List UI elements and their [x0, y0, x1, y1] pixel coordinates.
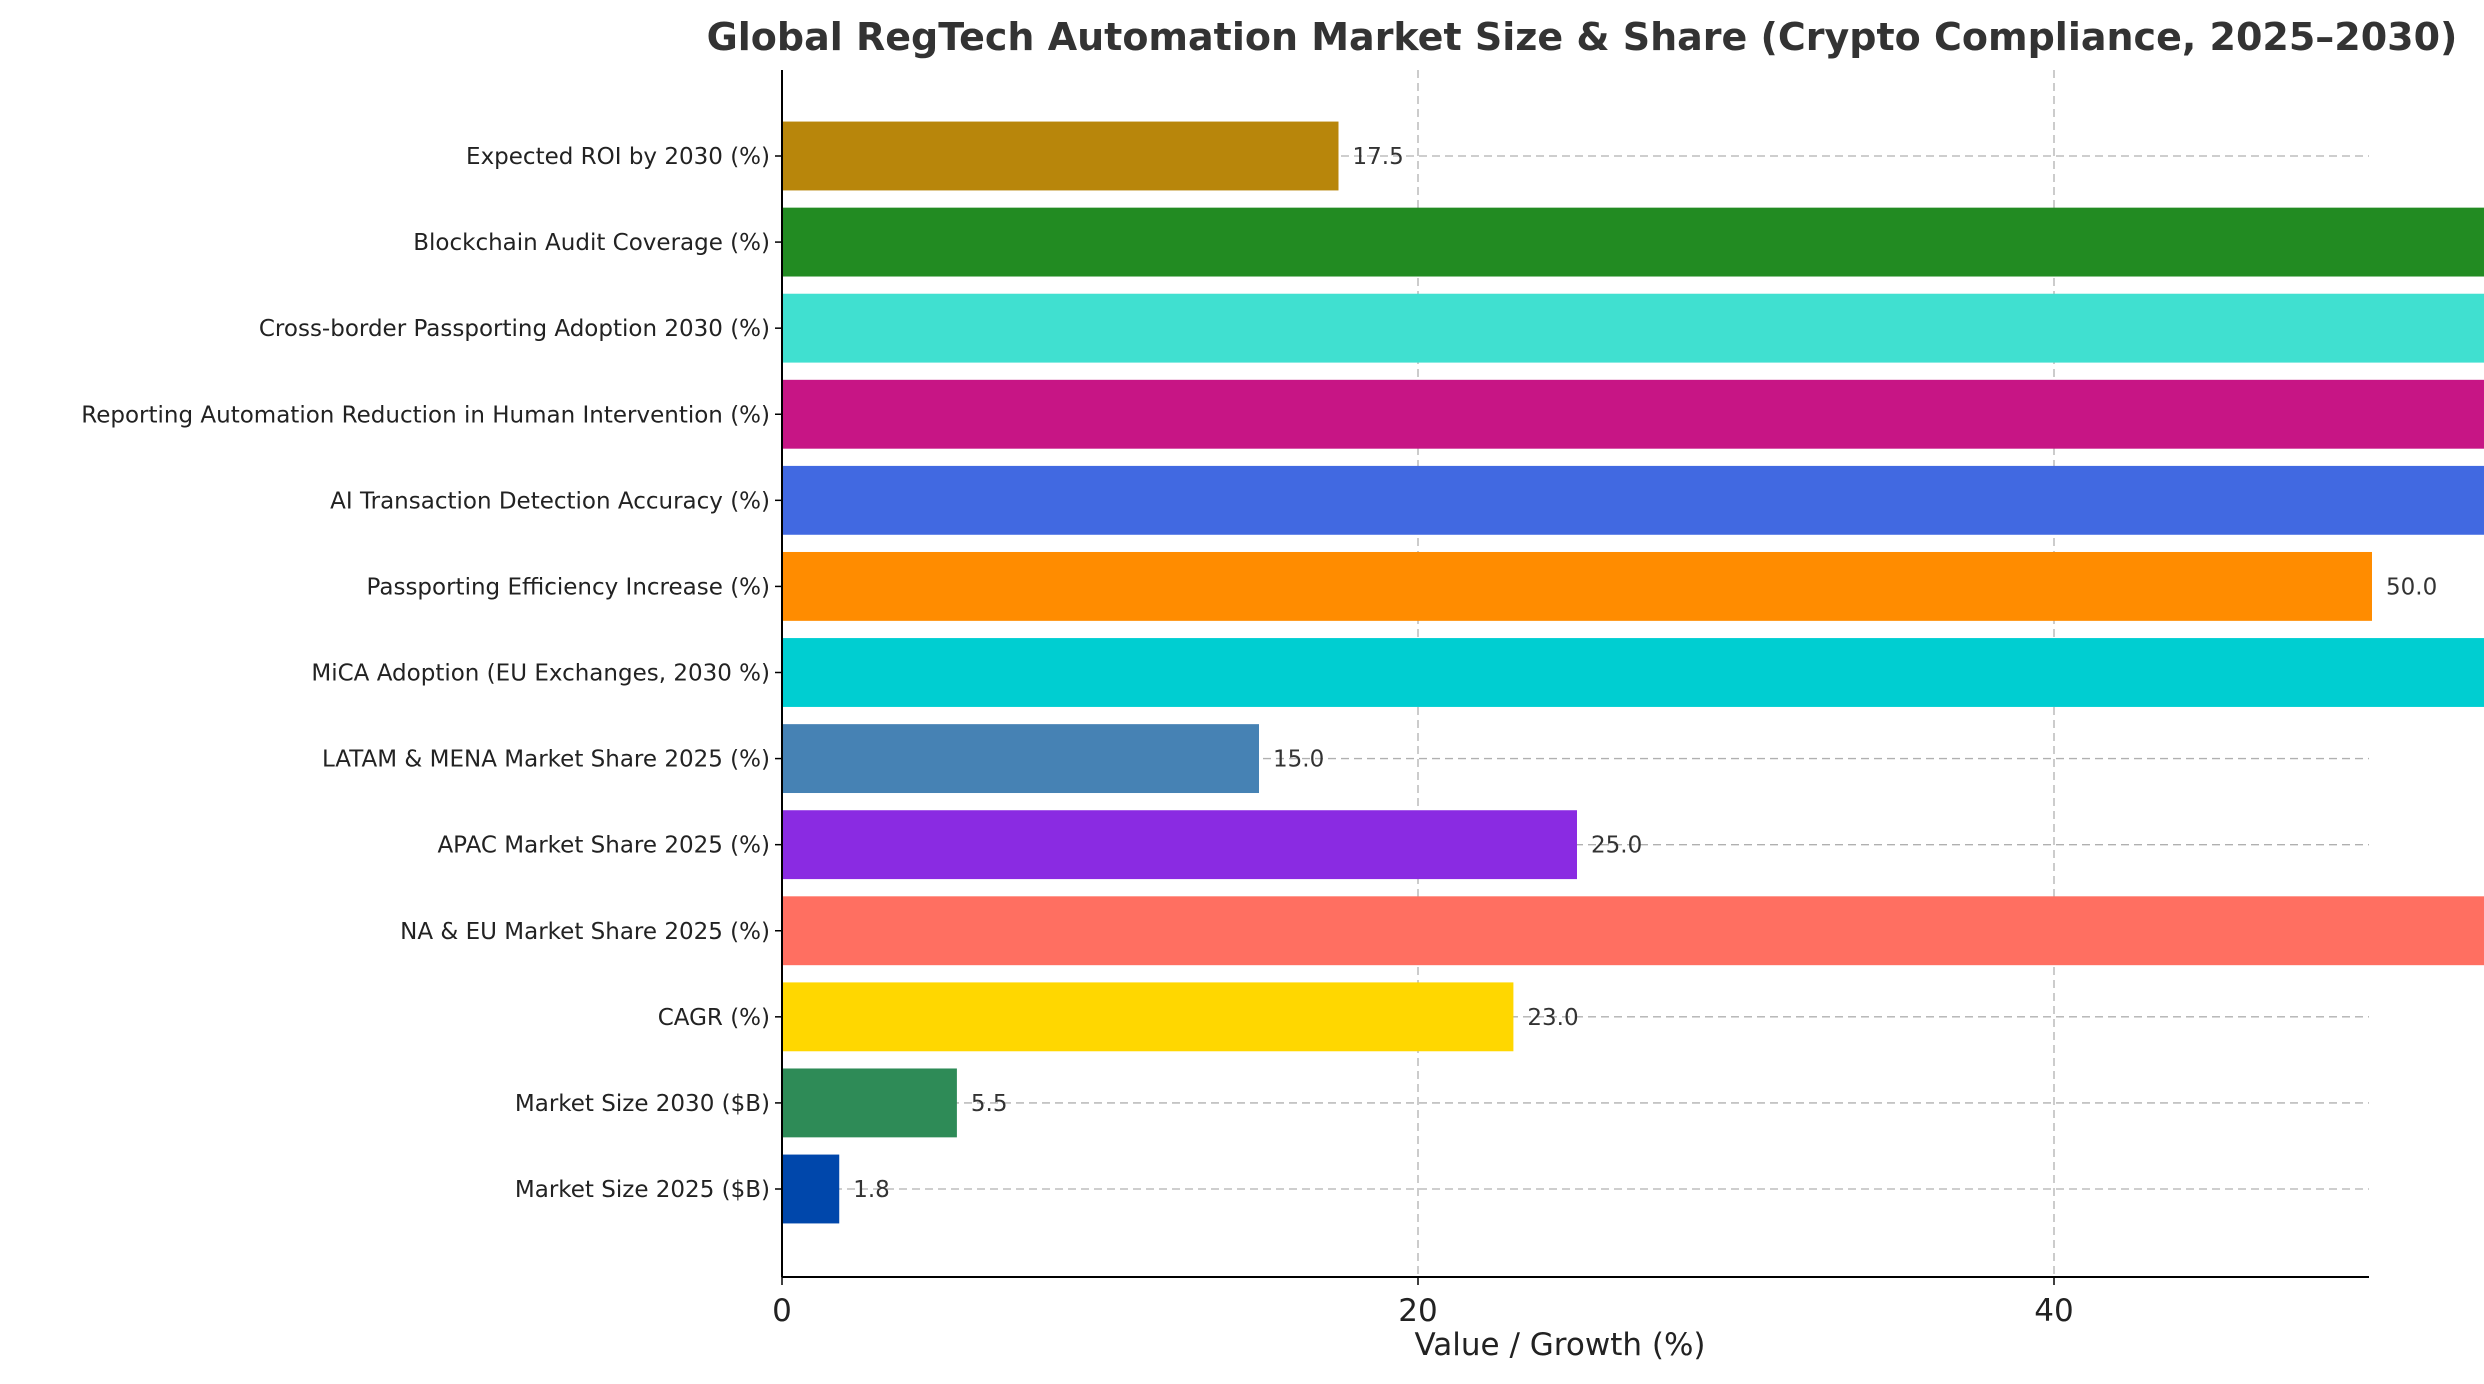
bar-value-label: 5.5 — [971, 1091, 1008, 1117]
axes-layer: Market Size 2025 ($B) Market Size 2030 ($… — [81, 70, 2369, 1329]
bar — [782, 896, 2484, 966]
bar — [782, 207, 2484, 277]
bar — [782, 1068, 957, 1138]
bar — [782, 638, 2484, 707]
x-tick-label: 0 — [772, 1293, 792, 1329]
y-tick-label: Market Size 2030 ($B) — [515, 1091, 770, 1117]
y-tick-label: APAC Market Share 2025 (%) — [437, 833, 770, 859]
bar — [782, 121, 1339, 191]
bar-value-label: 15.0 — [1273, 747, 1324, 773]
y-tick-label: Cross-border Passporting Adoption 2030 (… — [259, 316, 770, 342]
bar — [782, 551, 2372, 621]
y-tick-label: CAGR (%) — [658, 1005, 770, 1031]
y-tick-label: AI Transaction Detection Accuracy (%) — [330, 488, 770, 514]
y-tick-label: NA & EU Market Share 2025 (%) — [400, 919, 770, 945]
x-tick-label: 40 — [2034, 1293, 2073, 1329]
labels-layer: 1.85.523.060.025.015.070.050.095.060.055… — [853, 144, 2437, 1203]
chart-title: Global RegTech Automation Market Size & … — [707, 15, 2458, 59]
bar — [782, 465, 2484, 535]
y-tick-label: Reporting Automation Reduction in Human … — [81, 402, 770, 428]
y-tick-label: LATAM & MENA Market Share 2025 (%) — [322, 747, 770, 773]
bar — [782, 724, 1259, 794]
x-axis-label: Value / Growth (%) — [1415, 1327, 1706, 1363]
bar-value-label: 17.5 — [1353, 144, 1404, 170]
y-tick-label: Market Size 2025 ($B) — [515, 1177, 770, 1203]
x-tick-label: 20 — [1398, 1293, 1437, 1329]
y-tick-label: Blockchain Audit Coverage (%) — [413, 230, 770, 256]
bar — [782, 1154, 840, 1224]
bar-value-label: 1.8 — [853, 1177, 890, 1203]
y-tick-label: MiCA Adoption (EU Exchanges, 2030 %) — [311, 661, 770, 687]
bars-layer — [782, 121, 2484, 1224]
bar-value-label: 25.0 — [1591, 833, 1642, 859]
bar-value-label: 23.0 — [1527, 1005, 1578, 1031]
bar — [782, 810, 1577, 880]
y-tick-label: Passporting Efficiency Increase (%) — [367, 574, 770, 600]
y-tick-label: Expected ROI by 2030 (%) — [466, 144, 770, 170]
bar-value-label: 50.0 — [2386, 574, 2437, 600]
bar — [782, 379, 2484, 449]
bar — [782, 293, 2484, 363]
bar — [782, 982, 1514, 1052]
